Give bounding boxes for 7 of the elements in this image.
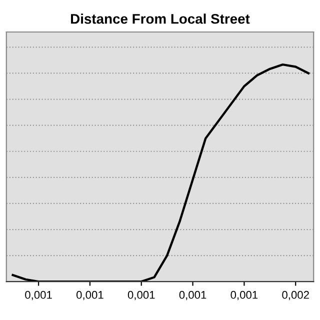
- x-tick-label: 0,001: [128, 290, 155, 300]
- x-tick-label: 0,002: [282, 290, 309, 300]
- x-tick-label: 0,001: [230, 290, 258, 300]
- x-tick-label: 0,001: [25, 290, 52, 300]
- chart-title: Distance From Local Street: [71, 14, 250, 24]
- x-tick-label: 0,001: [179, 290, 206, 300]
- x-tick-label: 0,001: [76, 290, 104, 300]
